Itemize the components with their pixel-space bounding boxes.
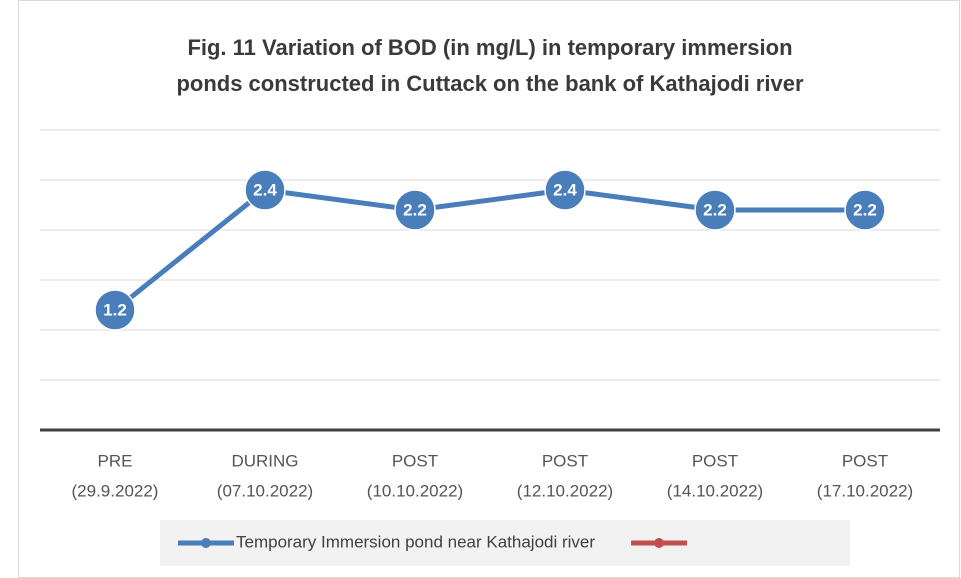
- marker: [94, 289, 136, 331]
- chart-title: Fig. 11 Variation of BOD (in mg/L) in te…: [187, 35, 792, 60]
- data-label: 2.4: [553, 180, 577, 199]
- legend-marker: [201, 538, 211, 548]
- chart-title: ponds constructed in Cuttack on the bank…: [176, 71, 804, 96]
- x-tick-label: POST: [842, 451, 888, 470]
- x-tick-label: POST: [392, 451, 438, 470]
- chart-border: [18, 0, 960, 578]
- x-tick-label: DURING: [231, 451, 298, 470]
- x-tick-label: POST: [542, 451, 588, 470]
- legend-label: Temporary Immersion pond near Kathajodi …: [236, 532, 595, 551]
- marker: [244, 169, 286, 211]
- data-label: 2.2: [703, 200, 727, 219]
- data-label: 2.2: [403, 200, 427, 219]
- marker: [694, 189, 736, 231]
- x-tick-label: (07.10.2022): [217, 481, 313, 500]
- marker: [394, 189, 436, 231]
- data-label: 1.2: [103, 300, 127, 319]
- x-tick-label: (29.9.2022): [72, 481, 159, 500]
- data-label: 2.4: [253, 180, 277, 199]
- x-tick-label: (10.10.2022): [367, 481, 463, 500]
- legend-box: [160, 520, 850, 566]
- line: [113, 187, 865, 312]
- x-tick-label: (14.10.2022): [667, 481, 763, 500]
- marker: [544, 169, 586, 211]
- legend-marker: [654, 538, 665, 548]
- x-tick-label: (12.10.2022): [517, 481, 613, 500]
- x-tick-label: (17.10.2022): [817, 481, 913, 500]
- x-tick-label: POST: [692, 451, 738, 470]
- data-label: 2.2: [853, 200, 877, 219]
- x-tick-label: PRE: [98, 451, 133, 470]
- marker: [844, 189, 886, 231]
